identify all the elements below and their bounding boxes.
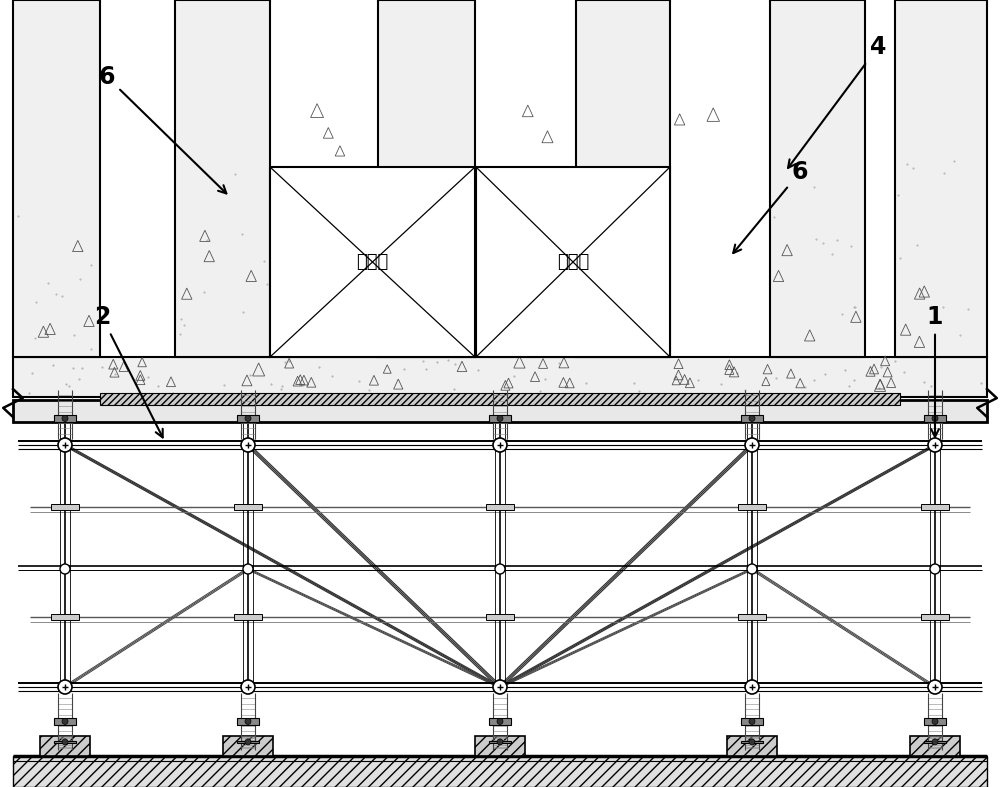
Bar xyxy=(237,718,259,725)
Circle shape xyxy=(245,739,251,745)
Bar xyxy=(770,0,865,357)
Text: 木盒子: 木盒子 xyxy=(557,253,589,271)
Bar xyxy=(13,0,100,357)
Circle shape xyxy=(241,438,255,452)
Bar xyxy=(921,504,949,510)
Circle shape xyxy=(245,416,251,421)
Bar xyxy=(13,400,987,422)
Circle shape xyxy=(62,739,68,745)
Text: 4: 4 xyxy=(788,35,886,168)
Bar xyxy=(237,741,259,743)
Circle shape xyxy=(749,416,755,421)
Bar xyxy=(486,504,514,510)
Bar xyxy=(100,393,900,405)
Circle shape xyxy=(60,564,70,574)
Circle shape xyxy=(932,739,938,745)
Bar xyxy=(175,0,270,357)
Circle shape xyxy=(497,719,503,724)
Bar xyxy=(489,718,511,725)
Circle shape xyxy=(749,739,755,745)
Bar xyxy=(576,0,670,357)
Bar xyxy=(727,736,777,756)
Bar xyxy=(476,167,670,357)
Circle shape xyxy=(745,438,759,452)
Bar xyxy=(489,415,511,422)
Circle shape xyxy=(62,719,68,724)
Bar xyxy=(486,614,514,620)
Bar xyxy=(234,504,262,510)
Bar xyxy=(51,614,79,620)
Bar xyxy=(910,736,960,756)
Bar xyxy=(234,614,262,620)
Circle shape xyxy=(58,438,72,452)
Bar xyxy=(924,741,946,743)
Bar xyxy=(54,718,76,725)
Circle shape xyxy=(928,438,942,452)
Bar xyxy=(13,756,987,787)
Bar xyxy=(51,504,79,510)
Circle shape xyxy=(749,719,755,724)
Bar xyxy=(13,357,987,397)
Circle shape xyxy=(243,564,253,574)
Circle shape xyxy=(62,416,68,421)
Circle shape xyxy=(245,719,251,724)
Circle shape xyxy=(493,680,507,694)
Bar xyxy=(924,718,946,725)
Circle shape xyxy=(241,680,255,694)
Bar xyxy=(223,736,273,756)
Bar xyxy=(270,167,475,357)
Text: 1: 1 xyxy=(927,305,943,437)
Circle shape xyxy=(493,438,507,452)
Bar xyxy=(738,504,766,510)
Bar xyxy=(924,415,946,422)
Circle shape xyxy=(930,564,940,574)
Bar xyxy=(741,415,763,422)
Bar xyxy=(741,741,763,743)
Circle shape xyxy=(497,416,503,421)
Bar xyxy=(741,718,763,725)
Circle shape xyxy=(58,680,72,694)
Bar xyxy=(40,736,90,756)
Bar xyxy=(237,415,259,422)
Bar xyxy=(489,741,511,743)
Circle shape xyxy=(745,680,759,694)
Circle shape xyxy=(928,680,942,694)
Circle shape xyxy=(495,564,505,574)
Circle shape xyxy=(932,416,938,421)
Bar xyxy=(54,741,76,743)
Bar xyxy=(895,0,987,357)
Text: 木盒子: 木盒子 xyxy=(356,253,389,271)
Circle shape xyxy=(747,564,757,574)
Circle shape xyxy=(932,719,938,724)
Bar xyxy=(54,415,76,422)
Bar xyxy=(738,614,766,620)
Bar xyxy=(475,736,525,756)
Text: 6: 6 xyxy=(99,65,226,194)
Text: 6: 6 xyxy=(733,160,808,253)
Text: 2: 2 xyxy=(94,305,163,438)
Bar xyxy=(921,614,949,620)
Bar xyxy=(378,0,475,357)
Circle shape xyxy=(497,739,503,745)
